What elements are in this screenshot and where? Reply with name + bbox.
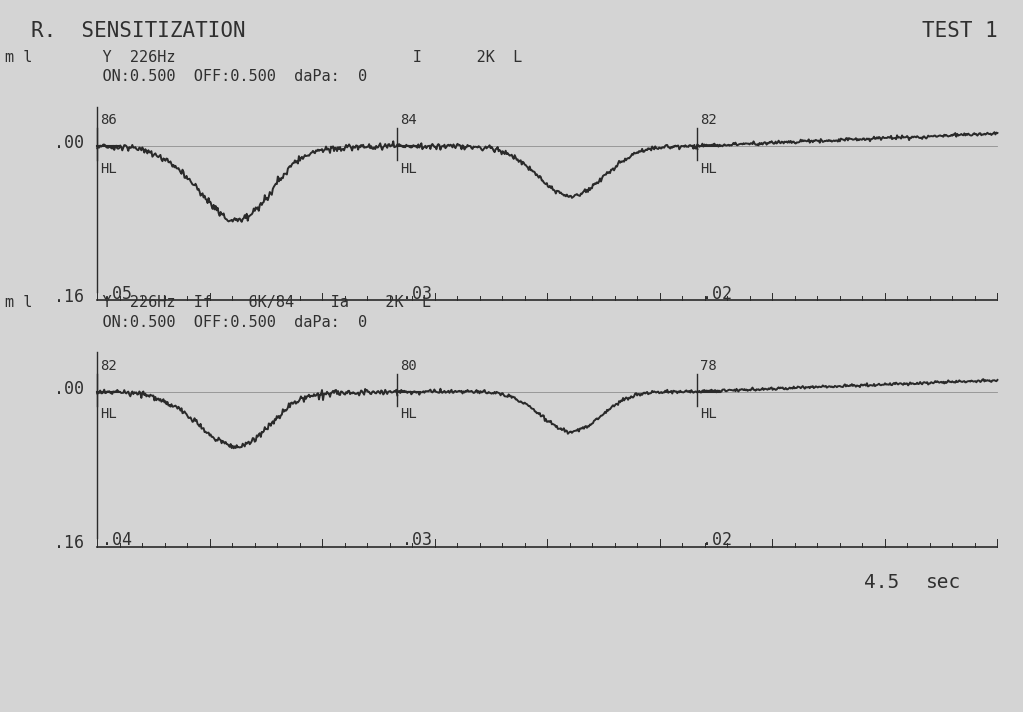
- Text: 82: 82: [100, 359, 117, 373]
- Text: 78: 78: [701, 359, 717, 373]
- Text: HL: HL: [701, 407, 717, 422]
- Text: .16: .16: [54, 533, 84, 552]
- Text: 84: 84: [400, 113, 417, 127]
- Text: sec: sec: [926, 573, 961, 592]
- Text: Y  226Hz                          I      2K  L: Y 226Hz I 2K L: [66, 50, 523, 65]
- Text: 80: 80: [400, 359, 417, 373]
- Text: .03: .03: [402, 531, 433, 549]
- Text: .02: .02: [703, 285, 732, 303]
- Text: .04: .04: [102, 531, 132, 549]
- Text: R.  SENSITIZATION: R. SENSITIZATION: [31, 21, 246, 41]
- Text: 82: 82: [701, 113, 717, 127]
- Text: ON:0.500  OFF:0.500  daPa:  0: ON:0.500 OFF:0.500 daPa: 0: [66, 69, 367, 84]
- Text: Y  226Hz  If    6K/84    Ia    2K  L: Y 226Hz If 6K/84 Ia 2K L: [66, 295, 432, 310]
- Text: .05: .05: [102, 285, 132, 303]
- Text: HL: HL: [400, 162, 417, 176]
- Text: ON:0.500  OFF:0.500  daPa:  0: ON:0.500 OFF:0.500 daPa: 0: [66, 315, 367, 330]
- Text: TEST 1: TEST 1: [922, 21, 997, 41]
- Text: m l: m l: [5, 50, 33, 65]
- Text: HL: HL: [701, 162, 717, 176]
- Text: .16: .16: [54, 288, 84, 306]
- Text: HL: HL: [400, 407, 417, 422]
- Text: 86: 86: [100, 113, 117, 127]
- Text: .00: .00: [54, 134, 84, 152]
- Text: HL: HL: [100, 407, 117, 422]
- Text: HL: HL: [100, 162, 117, 176]
- Text: .03: .03: [402, 285, 433, 303]
- Text: m l: m l: [5, 295, 33, 310]
- Text: .02: .02: [703, 531, 732, 549]
- Text: .00: .00: [54, 379, 84, 398]
- Text: 4.5: 4.5: [864, 573, 899, 592]
